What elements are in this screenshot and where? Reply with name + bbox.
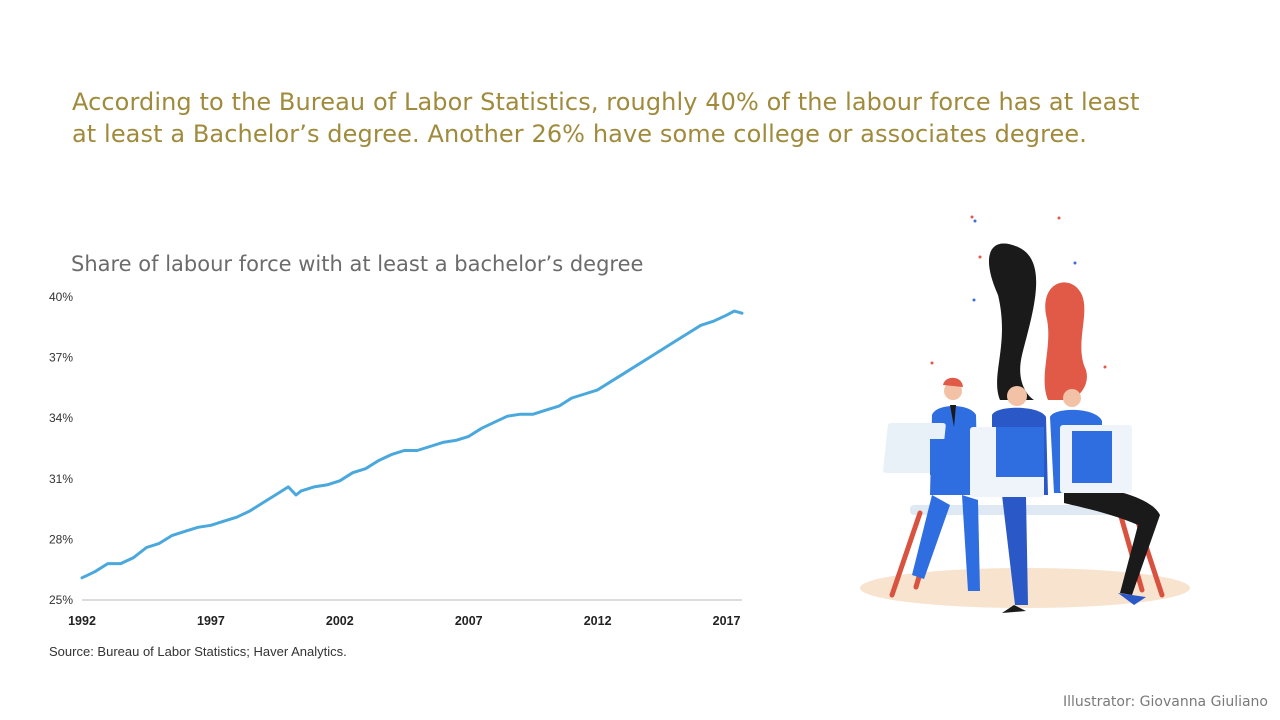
series-line <box>80 309 744 580</box>
y-tick-label: 40% <box>49 290 73 304</box>
x-tick-label: 2012 <box>584 614 612 628</box>
y-tick-label: 31% <box>49 472 73 486</box>
y-axis: 25% 28% 31% 34% 37% 40% <box>49 290 73 607</box>
x-tick-label: 2002 <box>326 614 354 628</box>
x-tick-label: 2017 <box>713 614 741 628</box>
chart-source: Source: Bureau of Labor Statistics; Have… <box>49 644 347 659</box>
line-chart: 25% 28% 31% 34% 37% 40% 1992 1997 2002 2007 2012 2… <box>49 290 744 628</box>
black-hair <box>988 243 1037 400</box>
headline: According to the Bureau of Labor Statist… <box>72 86 1232 150</box>
decorative-dots <box>930 215 1107 369</box>
y-tick-label: 25% <box>49 593 73 607</box>
illustration-three-people-on-bench <box>860 215 1190 613</box>
illustrator-credit: Illustrator: Giovanna Giuliano <box>1063 694 1268 710</box>
y-tick-label: 37% <box>49 351 73 365</box>
y-tick-label: 34% <box>49 411 73 425</box>
headline-line-2: at least a Bachelor’s degree. Another 26… <box>72 120 1087 148</box>
laptops <box>883 423 1132 497</box>
x-tick-label: 1992 <box>68 614 96 628</box>
x-tick-label: 1997 <box>197 614 225 628</box>
chart-title: Share of labour force with at least a ba… <box>71 252 644 276</box>
x-tick-label: 2007 <box>455 614 483 628</box>
headline-line-1: According to the Bureau of Labor Statist… <box>72 88 1140 116</box>
red-hair <box>1044 282 1087 400</box>
y-tick-label: 28% <box>49 532 73 546</box>
person-left-man <box>912 377 980 591</box>
x-axis: 1992 1997 2002 2007 2012 2017 <box>68 614 740 628</box>
